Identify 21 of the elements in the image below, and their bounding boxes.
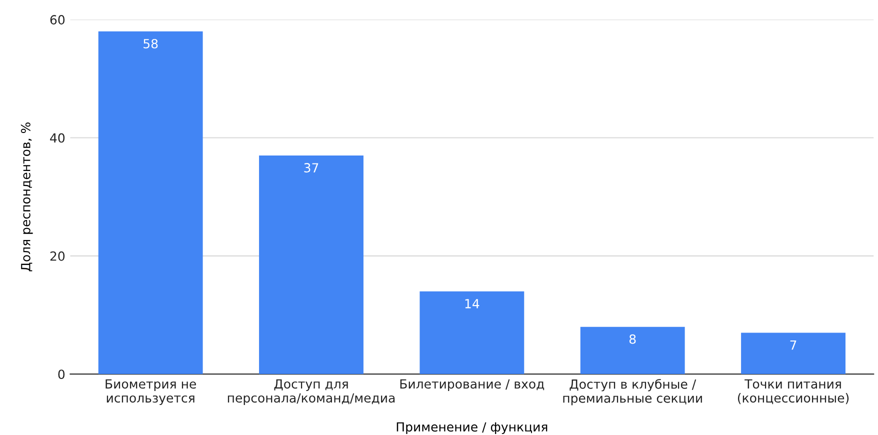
x-tick-label: Точки питания (концессионные) xyxy=(738,379,849,404)
data-label: 58 xyxy=(144,38,158,48)
bar xyxy=(259,155,364,374)
data-label: 37 xyxy=(304,163,318,172)
x-tick-label: Доступ в клубные / премиальные секции xyxy=(563,378,702,406)
data-label: 7 xyxy=(790,340,796,350)
y-axis-title: Доля респондентов, % xyxy=(20,122,33,272)
x-tick-label: Билетирование / вход xyxy=(400,379,544,392)
y-tick-label: 60 xyxy=(50,15,65,24)
y-tick-label: 40 xyxy=(50,133,65,143)
x-tick-label: Доступ для персонала/команд/медиа xyxy=(228,379,395,406)
y-tick-label: 20 xyxy=(50,251,65,261)
data-label: 14 xyxy=(465,299,480,308)
bar xyxy=(98,31,203,374)
y-tick-label: 0 xyxy=(58,370,65,380)
x-axis-title: Применение / функция xyxy=(396,422,548,434)
x-tick-label: Биометрия не используется xyxy=(106,379,196,406)
bar xyxy=(741,332,846,374)
data-label: 8 xyxy=(629,334,636,344)
bar xyxy=(420,291,524,374)
bar xyxy=(580,326,685,374)
